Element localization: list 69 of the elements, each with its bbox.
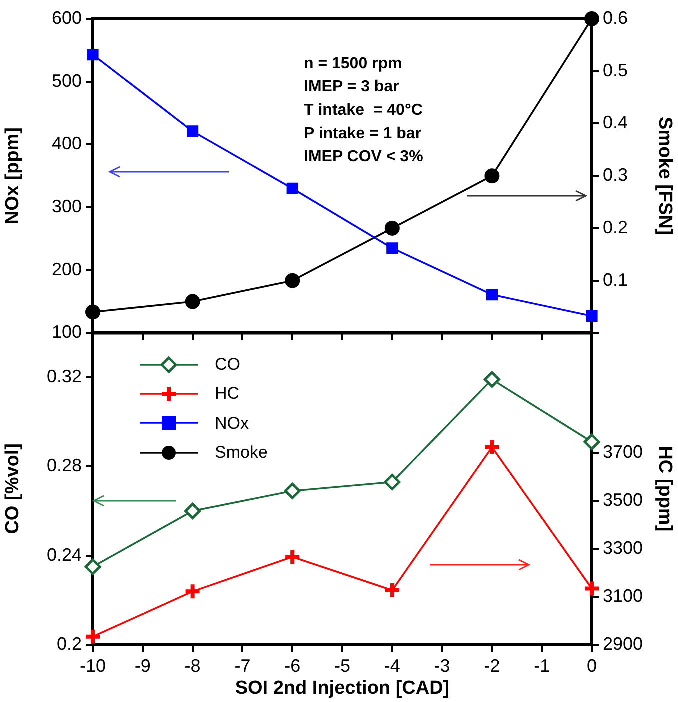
point xyxy=(284,548,302,566)
x-tick-label: -7 xyxy=(234,656,251,676)
y2-tick-label: 0.3 xyxy=(603,165,628,186)
annotation: P intake = 1 bar xyxy=(304,125,422,142)
point xyxy=(186,126,199,138)
annotation: IMEP COV < 3% xyxy=(304,148,424,166)
annotation: IMEP = 3 bar xyxy=(304,78,400,96)
legend-label: HC xyxy=(215,383,240,406)
y2-tick-label: 0.4 xyxy=(603,112,628,133)
point xyxy=(386,242,398,254)
point xyxy=(284,482,301,500)
point xyxy=(583,580,601,598)
point xyxy=(286,182,298,194)
y-tick-label: 300 xyxy=(52,196,82,216)
x-tick-label: 0 xyxy=(586,656,598,676)
y2-tick-label: 3700 xyxy=(603,442,644,462)
y2-tick-label: 3300 xyxy=(603,538,644,558)
x-tick-label: -1 xyxy=(534,656,550,676)
point xyxy=(483,438,502,456)
x-tick-label: -9 xyxy=(134,656,151,676)
y2-tick-label: 2900 xyxy=(603,634,644,654)
point xyxy=(486,289,498,301)
y2-tick-label: 3500 xyxy=(603,490,644,510)
point xyxy=(184,502,202,520)
y-tick-label: 400 xyxy=(52,134,82,154)
point xyxy=(484,371,500,388)
point xyxy=(484,168,500,184)
y-tick-label: 0.2 xyxy=(56,634,82,654)
point xyxy=(184,582,202,601)
y-axis-title: CO [%vol] xyxy=(2,444,24,534)
x-tick-label: -6 xyxy=(284,656,301,676)
y-tick-label: 200 xyxy=(52,259,82,280)
y2-tick-label: 0.5 xyxy=(603,60,628,80)
y2-tick-label: 0.2 xyxy=(603,217,628,238)
y-axis-title: NOx [ppm] xyxy=(2,128,24,225)
x-tick-label: -2 xyxy=(484,656,500,676)
point xyxy=(84,628,102,646)
y2-tick-label: 0.1 xyxy=(603,270,628,290)
point xyxy=(285,273,300,288)
y-tick-label: 0.28 xyxy=(46,456,82,476)
point xyxy=(87,49,99,61)
point xyxy=(384,474,401,490)
legend-label: CO xyxy=(215,354,240,376)
y-tick-label: 100 xyxy=(52,322,82,342)
point xyxy=(384,220,400,236)
x-tick-label: -8 xyxy=(184,656,201,676)
x-axis-title: SOI 2nd Injection [CAD] xyxy=(235,678,450,699)
y2-axis-title: Smoke [FSN] xyxy=(654,116,676,236)
y-tick-label: 600 xyxy=(52,8,82,28)
legend-label: Smoke xyxy=(215,442,268,464)
y2-tick-label: 0.6 xyxy=(603,8,628,28)
x-tick-label: -5 xyxy=(334,656,351,676)
point xyxy=(584,434,600,450)
annotation: T intake = 40°C xyxy=(304,102,424,120)
x-tick-label: -4 xyxy=(384,656,400,676)
point xyxy=(584,12,600,26)
annotation: n = 1500 rpm xyxy=(304,55,402,72)
y2-tick-label: 3100 xyxy=(603,586,644,606)
point xyxy=(185,294,200,310)
x-tick-label: -10 xyxy=(80,656,106,676)
point xyxy=(86,304,100,320)
point xyxy=(586,310,598,322)
y-tick-label: 0.24 xyxy=(46,544,82,565)
y-tick-label: 500 xyxy=(52,70,82,91)
y2-axis-title: HC [ppm] xyxy=(654,446,676,532)
legend-label: NOx xyxy=(215,412,249,435)
x-tick-label: -3 xyxy=(434,656,450,676)
y-tick-label: 0.32 xyxy=(46,366,82,386)
point xyxy=(84,558,102,576)
